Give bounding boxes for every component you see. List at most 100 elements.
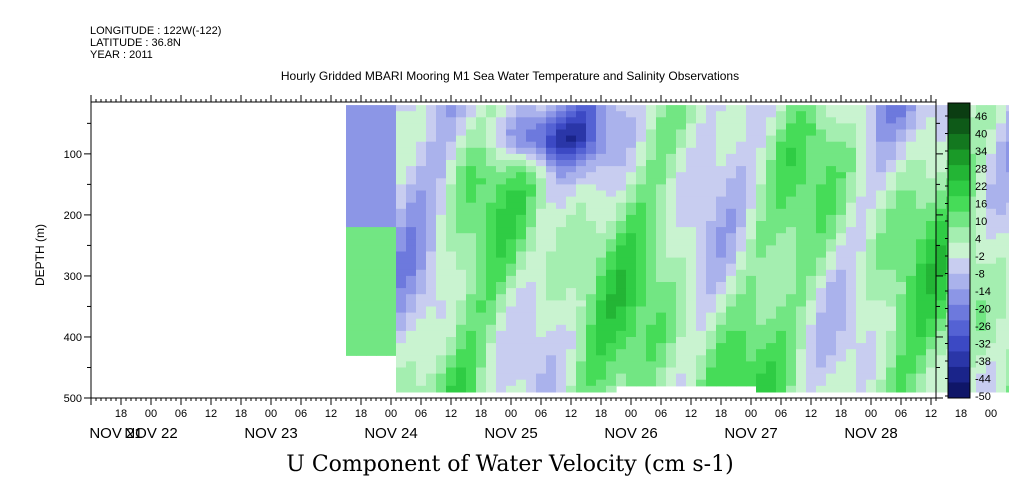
heatmap-cell	[446, 361, 457, 369]
heatmap-cell	[596, 318, 607, 326]
heatmap-cell	[496, 135, 507, 143]
heatmap-cell	[656, 263, 667, 271]
heatmap-cell	[416, 166, 427, 173]
heatmap-cell	[976, 349, 987, 356]
heatmap-cell	[786, 361, 797, 369]
heatmap-cell	[896, 349, 907, 356]
heatmap-cell	[726, 269, 737, 277]
heatmap-cell	[486, 129, 497, 137]
heatmap-cell	[426, 385, 437, 393]
heatmap-cell	[686, 330, 697, 338]
heatmap-cell	[586, 227, 597, 234]
heatmap-cell	[766, 233, 777, 240]
heatmap-cell	[576, 385, 587, 393]
heatmap-cell	[986, 233, 997, 240]
heatmap-cell	[966, 208, 977, 216]
heatmap-cell	[656, 355, 667, 362]
heatmap-cell	[746, 196, 757, 204]
heatmap-cell	[456, 337, 467, 344]
heatmap-cell	[826, 349, 837, 356]
heatmap-cell	[616, 111, 627, 118]
colorbar-label: 22	[975, 181, 987, 193]
heatmap-cell	[346, 105, 357, 112]
heatmap-cell	[586, 343, 597, 350]
heatmap-cell	[1006, 221, 1009, 228]
heatmap-cell	[776, 373, 787, 381]
heatmap-cell	[386, 178, 397, 185]
heatmap-cell	[536, 129, 547, 137]
heatmap-cell	[926, 172, 937, 179]
heatmap-cell	[596, 300, 607, 308]
heatmap-cell	[636, 123, 647, 131]
heatmap-cell	[666, 312, 677, 320]
heatmap-cell	[596, 196, 607, 204]
heatmap-cell	[506, 202, 517, 210]
heatmap-cell	[756, 221, 767, 228]
heatmap-cell	[726, 288, 737, 295]
heatmap-cell	[916, 330, 927, 338]
heatmap-cell	[546, 147, 557, 155]
heatmap-cell	[706, 117, 717, 124]
heatmap-cell	[936, 227, 947, 234]
heatmap-cell	[486, 153, 497, 161]
heatmap-cell	[626, 202, 637, 210]
heatmap-cell	[886, 349, 897, 356]
heatmap-cell	[656, 294, 667, 301]
heatmap-cell	[866, 343, 877, 350]
heatmap-cell	[716, 196, 727, 204]
heatmap-cell	[556, 214, 567, 222]
heatmap-cell	[886, 330, 897, 338]
heatmap-cell	[746, 269, 757, 277]
heatmap-cell	[566, 251, 577, 259]
heatmap-cell	[976, 111, 987, 118]
x-hour-label: 00	[265, 408, 277, 420]
heatmap-cell	[586, 337, 597, 344]
heatmap-cell	[796, 123, 807, 131]
heatmap-cell	[716, 190, 727, 198]
heatmap-cell	[466, 196, 477, 204]
heatmap-cell	[606, 141, 617, 149]
heatmap-cell	[436, 190, 447, 198]
heatmap-cell	[826, 379, 837, 387]
heatmap-cell	[626, 214, 637, 222]
heatmap-cell	[576, 294, 587, 301]
heatmap-cell	[466, 233, 477, 240]
heatmap-cell	[986, 361, 997, 369]
heatmap-cell	[726, 123, 737, 131]
heatmap-cell	[466, 160, 477, 167]
heatmap-cell	[706, 349, 717, 356]
heatmap-cell	[896, 245, 907, 253]
heatmap-cell	[416, 379, 427, 387]
heatmap-cell	[966, 367, 977, 375]
heatmap-cell	[736, 282, 747, 289]
heatmap-cell	[656, 227, 667, 234]
heatmap-cell	[916, 166, 927, 173]
heatmap-cell	[796, 367, 807, 375]
heatmap-cell	[1006, 123, 1009, 131]
heatmap-cell	[726, 233, 737, 240]
heatmap-cell	[796, 343, 807, 350]
heatmap-cell	[836, 385, 847, 393]
heatmap-cell	[376, 208, 387, 216]
heatmap-cell	[536, 300, 547, 308]
heatmap-cell	[646, 245, 657, 253]
heatmap-cell	[926, 263, 937, 271]
heatmap-cell	[386, 257, 397, 265]
heatmap-cell	[866, 196, 877, 204]
heatmap-cell	[846, 300, 857, 308]
heatmap-cell	[866, 111, 877, 118]
heatmap-cell	[696, 153, 707, 161]
heatmap-cell	[966, 117, 977, 124]
heatmap-cell	[916, 367, 927, 375]
heatmap-cell	[556, 153, 567, 161]
heatmap-cell	[806, 147, 817, 155]
heatmap-cell	[756, 245, 767, 253]
heatmap-cell	[606, 294, 617, 301]
heatmap-cell	[436, 275, 447, 283]
heatmap-cell	[496, 330, 507, 338]
heatmap-cell	[746, 245, 757, 253]
heatmap-cell	[886, 361, 897, 369]
heatmap-cell	[916, 282, 927, 289]
heatmap-cell	[446, 153, 457, 161]
heatmap-cell	[866, 257, 877, 265]
